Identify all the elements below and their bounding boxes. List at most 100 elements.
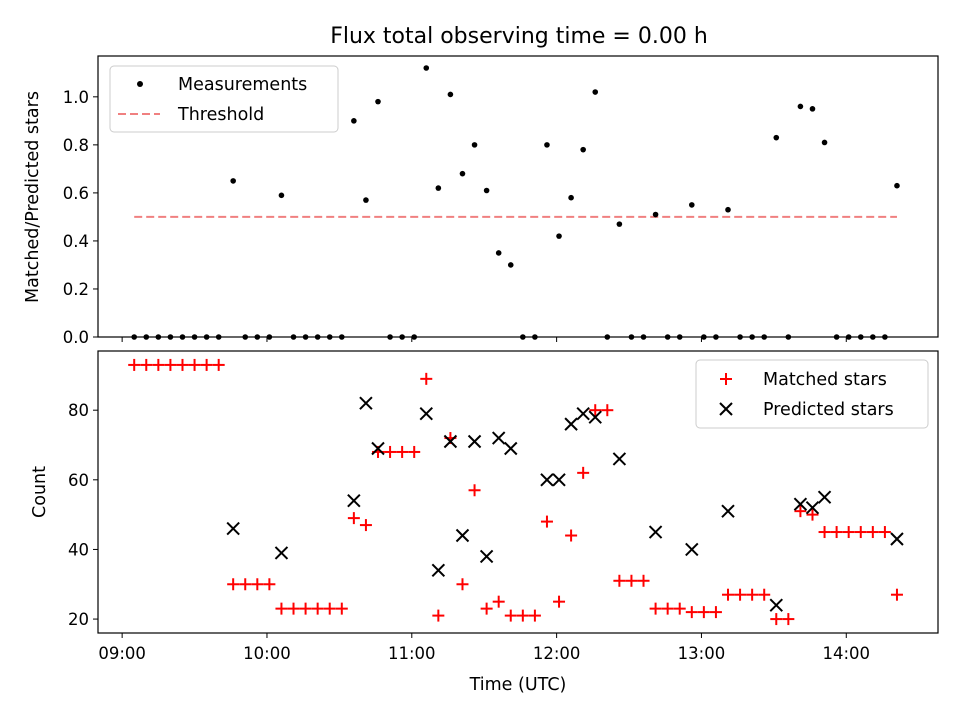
bottom-y-tick-label: 20: [68, 610, 89, 629]
legend-predicted-label: Predicted stars: [763, 400, 894, 420]
top-legend-box: [109, 65, 339, 133]
matched-point: [420, 372, 433, 385]
predicted-point: [612, 452, 627, 466]
matched-point: [649, 602, 662, 615]
bottom-x-tick-label: 11:00: [388, 644, 436, 663]
matched-point: [347, 512, 360, 525]
legend-matched-label: Matched stars: [763, 370, 887, 390]
matched-point: [176, 358, 189, 371]
matched-point: [685, 606, 698, 619]
matched-point: [637, 574, 650, 587]
measurement-point: [507, 262, 514, 268]
predicted-point: [721, 504, 735, 518]
predicted-point: [443, 434, 458, 449]
matched-point: [456, 578, 469, 591]
matched-point: [673, 602, 686, 615]
bottom-x-tick-label: 12:00: [533, 644, 581, 663]
measurement-point: [568, 194, 574, 201]
matched-point: [709, 606, 722, 619]
matched-point: [492, 595, 505, 608]
predicted-point: [588, 410, 602, 424]
matched-point: [746, 588, 759, 601]
matched-point: [842, 526, 855, 539]
legend-predicted-marker: [719, 402, 733, 416]
matched-point: [359, 519, 372, 532]
matched-point: [553, 595, 566, 608]
predicted-point: [467, 434, 482, 449]
legend-matched-marker: [720, 373, 732, 385]
predicted-point: [431, 563, 446, 578]
matched-point: [408, 445, 421, 458]
top-y-tick-label: 1.0: [63, 88, 89, 107]
predicted-point: [347, 493, 361, 508]
measurement-point: [459, 170, 466, 177]
bottom-x-tick-label: 13:00: [678, 644, 726, 663]
matched-point: [227, 578, 240, 591]
top-y-axis-label: Matched/Predicted stars: [23, 91, 43, 303]
predicted-point: [274, 546, 289, 560]
matched-point: [480, 602, 493, 615]
matched-point: [661, 602, 674, 615]
matched-point: [565, 529, 578, 542]
predicted-point: [479, 549, 494, 564]
predicted-point: [226, 521, 240, 536]
measurement-point: [556, 233, 562, 239]
matched-point: [152, 358, 165, 371]
matched-point: [890, 588, 903, 601]
matched-point: [540, 515, 553, 528]
predicted-point: [817, 490, 832, 504]
bottom-x-tick-label: 09:00: [98, 644, 146, 663]
matched-point: [212, 358, 225, 371]
matched-point: [335, 602, 348, 615]
matched-point: [854, 526, 867, 539]
top-legend: Measurements Threshold: [109, 65, 339, 133]
matched-point: [794, 505, 807, 518]
measurement-point: [278, 192, 285, 199]
matched-point: [504, 609, 517, 622]
matched-point: [128, 358, 141, 371]
top-y-ticks: 0.0 0.2 0.4 0.6 0.8 1.0: [63, 88, 98, 347]
matched-point: [589, 404, 602, 417]
matched-point: [287, 602, 300, 615]
measurement-point: [821, 139, 828, 146]
predicted-point: [890, 532, 904, 546]
matched-point: [722, 588, 734, 601]
measurement-point: [447, 91, 454, 98]
legend-measurements-label: Measurements: [178, 75, 307, 95]
matched-point: [516, 609, 529, 622]
matched-point: [432, 609, 445, 622]
top-plot: 0.0 0.2 0.4 0.6 0.8 1.0 Matched/Predicted sta…: [23, 55, 939, 347]
matched-point: [866, 526, 879, 539]
bottom-x-tick-label: 10:00: [243, 644, 291, 663]
measurement-point: [435, 185, 442, 191]
bottom-legend: Matched stars Predicted stars: [695, 359, 929, 429]
top-y-tick-label: 0.0: [63, 328, 89, 347]
top-y-tick-label: 0.2: [63, 280, 89, 299]
measurement-point: [423, 65, 430, 71]
matched-point: [782, 613, 795, 626]
matched-point: [251, 578, 264, 591]
measurement-point: [616, 221, 623, 227]
predicted-point: [419, 406, 433, 421]
measurement-point: [797, 103, 804, 110]
predicted-point: [504, 441, 518, 456]
matched-point: [263, 578, 276, 591]
matched-point: [613, 574, 626, 587]
measurement-point: [725, 206, 731, 213]
matched-point: [878, 526, 891, 539]
predicted-point: [805, 500, 820, 515]
matched-point: [697, 606, 710, 619]
measurement-point: [688, 202, 695, 208]
bottom-legend-box: [695, 359, 929, 429]
matched-point: [758, 588, 771, 601]
bottom-y-tick-label: 40: [68, 540, 89, 559]
measurement-point: [483, 187, 490, 194]
measurement-point: [363, 197, 369, 203]
bottom-x-ticks: 09:00 10:00 11:00 12:00 13:00 14:00: [98, 633, 870, 663]
bottom-y-tick-label: 60: [68, 471, 89, 490]
matched-point: [818, 526, 831, 539]
measurement-point: [375, 98, 381, 105]
predicted-point: [564, 417, 578, 431]
